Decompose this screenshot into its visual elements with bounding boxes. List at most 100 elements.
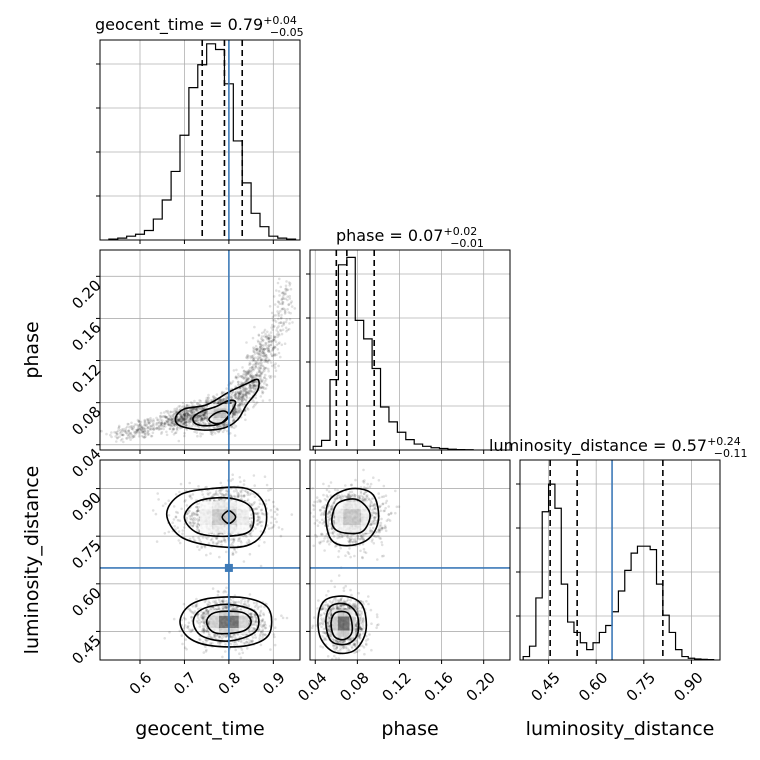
sample-point [293, 307, 297, 310]
sample-point [117, 424, 121, 428]
sample-point [124, 429, 128, 432]
sample-point [193, 430, 196, 434]
sample-point [234, 396, 238, 399]
sample-point [197, 425, 201, 429]
sample-point [262, 354, 265, 358]
sample-point [250, 390, 254, 393]
sample-point [262, 385, 265, 389]
sample-point [234, 411, 237, 414]
sample-point [274, 335, 277, 339]
sample-point [252, 358, 255, 361]
density-cell [200, 509, 213, 518]
sample-point [271, 339, 274, 343]
sample-point [125, 437, 128, 440]
sample-point [274, 362, 277, 365]
sample-point [188, 537, 192, 541]
sample-point [260, 520, 264, 524]
sample-point [190, 420, 193, 424]
sample-point [234, 410, 237, 414]
sample-point [250, 377, 254, 380]
sample-point [260, 343, 264, 347]
sample-point [264, 332, 267, 336]
sample-point [180, 421, 183, 424]
sample-point [259, 353, 262, 357]
sample-point [200, 414, 204, 417]
sample-point [162, 411, 166, 414]
sample-point [241, 651, 245, 655]
sample-point [283, 292, 286, 295]
sample-point [185, 414, 189, 418]
sample-point [259, 347, 263, 351]
sample-point [196, 402, 199, 405]
sample-point [185, 416, 188, 420]
sample-point [178, 490, 181, 494]
sample-point [125, 437, 129, 440]
sample-point [376, 558, 379, 561]
sample-point [237, 375, 240, 378]
sample-point [230, 396, 233, 399]
sample-point [239, 601, 243, 605]
sample-point [253, 620, 256, 624]
contour-line [192, 399, 237, 427]
sample-point [160, 427, 163, 430]
sample-point [233, 408, 237, 412]
sample-point [203, 417, 207, 420]
sample-point [188, 509, 191, 513]
sample-point [169, 423, 173, 427]
sample-point [232, 540, 235, 544]
sample-point [178, 426, 182, 430]
sample-point [260, 364, 263, 367]
sample-point [273, 366, 277, 369]
sample-point [255, 348, 258, 351]
sample-point [254, 375, 258, 379]
sample-point [275, 520, 278, 524]
sample-point [251, 636, 255, 639]
sample-point [270, 341, 274, 344]
sample-point [258, 374, 262, 377]
sample-point [247, 389, 251, 393]
sample-point [305, 511, 308, 514]
sample-point [236, 394, 240, 398]
sample-point [203, 413, 206, 417]
sample-point [245, 378, 249, 382]
sample-point [271, 348, 275, 352]
sample-point [181, 422, 185, 426]
sample-point [142, 426, 145, 430]
sample-point [189, 418, 193, 421]
sample-point [205, 416, 209, 419]
sample-point [187, 412, 190, 416]
sample-point [185, 404, 188, 407]
sample-point [210, 537, 214, 541]
sample-point [134, 430, 137, 434]
sample-point [122, 440, 125, 444]
sample-point [276, 305, 280, 309]
sample-point [136, 428, 140, 432]
sample-point [260, 524, 263, 528]
sample-point [178, 419, 181, 423]
sample-point [196, 509, 200, 513]
sample-point [194, 415, 198, 418]
sample-point [168, 423, 171, 427]
sample-point [230, 425, 234, 429]
sample-point [267, 337, 271, 341]
sample-point [185, 412, 188, 416]
sample-point [123, 429, 126, 433]
sample-point [256, 374, 259, 377]
sample-point [129, 435, 132, 438]
sample-point [204, 399, 208, 403]
sample-point [252, 381, 255, 384]
sample-point [244, 388, 248, 391]
sample-point [141, 430, 144, 434]
sample-point [289, 311, 292, 315]
sample-point [258, 356, 262, 359]
sample-point [156, 418, 160, 422]
sample-point [172, 417, 175, 421]
sample-point [169, 416, 173, 420]
sample-point [182, 418, 186, 421]
sample-point [257, 333, 261, 337]
sample-point [168, 413, 171, 416]
sample-point [235, 390, 238, 394]
sample-point [279, 321, 283, 324]
sample-point [202, 411, 206, 415]
sample-point [194, 518, 197, 521]
